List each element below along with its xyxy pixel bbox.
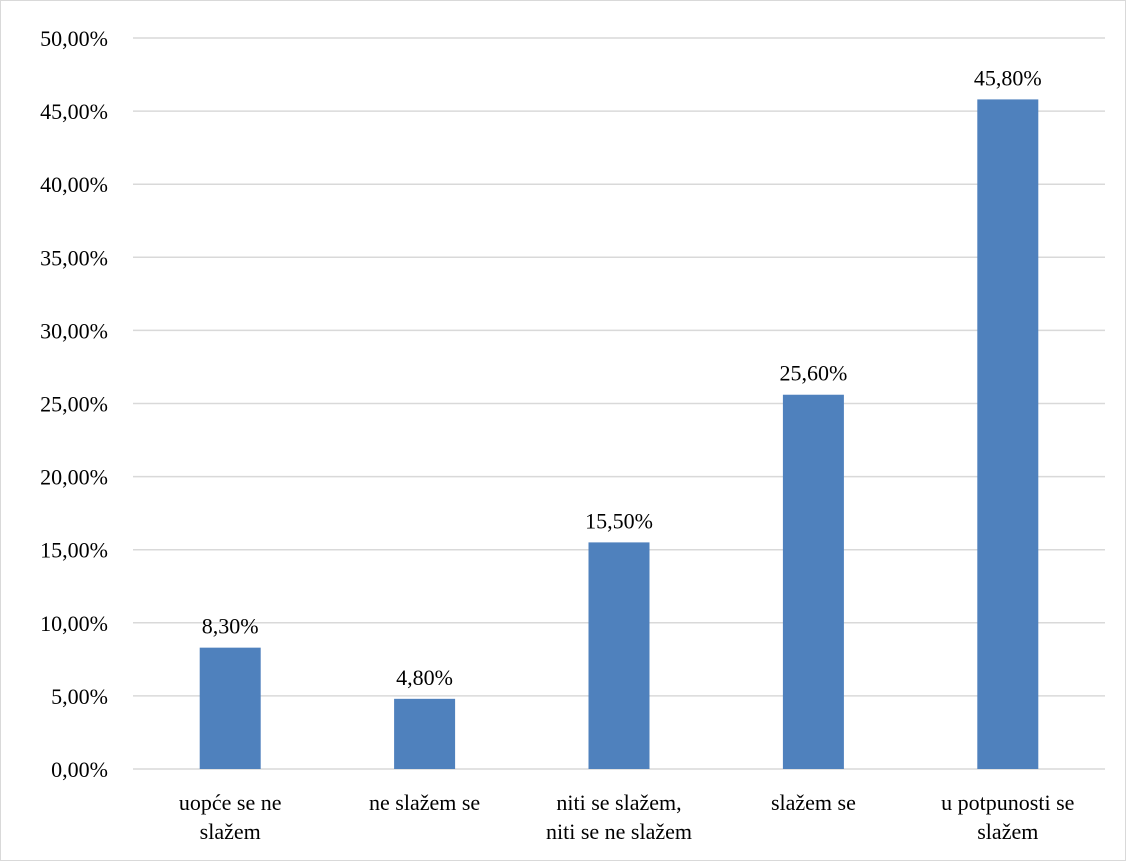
data-label: 4,80% — [396, 665, 453, 690]
bar — [782, 394, 844, 769]
y-tick-label: 10,00% — [40, 611, 108, 636]
y-tick-label: 40,00% — [40, 172, 108, 197]
y-tick-label: 30,00% — [40, 318, 108, 343]
bar — [394, 698, 456, 769]
data-label: 8,30% — [202, 614, 259, 639]
y-tick-label: 45,00% — [40, 99, 108, 124]
y-tick-label: 35,00% — [40, 245, 108, 270]
x-tick-label: u potpunosti se slažem — [941, 790, 1074, 844]
x-tick-label: uopće se ne slažem — [179, 790, 282, 844]
y-tick-label: 50,00% — [40, 26, 108, 51]
y-tick-label: 5,00% — [51, 684, 108, 709]
x-tick-label-line: niti se slažem, — [556, 790, 681, 815]
y-tick-label: 0,00% — [51, 757, 108, 782]
data-label: 45,80% — [974, 65, 1042, 90]
x-tick-label-line: uopće se ne — [179, 790, 282, 815]
x-tick-label-line: slažem — [977, 819, 1038, 844]
bar — [588, 542, 650, 769]
y-tick-label: 15,00% — [40, 538, 108, 563]
data-label: 15,50% — [585, 508, 653, 533]
x-tick-label: niti se slažem, niti se ne slažem — [546, 790, 692, 844]
x-tick-label-line: slažem — [200, 819, 261, 844]
bar — [977, 99, 1039, 770]
y-tick-label: 25,00% — [40, 392, 108, 417]
x-tick-label-line: ne slažem se — [369, 790, 480, 815]
x-tick-label-line: slažem se — [771, 790, 856, 815]
data-label: 25,60% — [779, 361, 847, 386]
y-tick-label: 20,00% — [40, 465, 108, 490]
x-tick-label-line: niti se ne slažem — [546, 819, 692, 844]
x-tick-label-line: u potpunosti se — [941, 790, 1074, 815]
bar — [199, 647, 261, 769]
x-tick-label: ne slažem se — [369, 790, 480, 815]
x-tick-label: slažem se — [771, 790, 856, 815]
